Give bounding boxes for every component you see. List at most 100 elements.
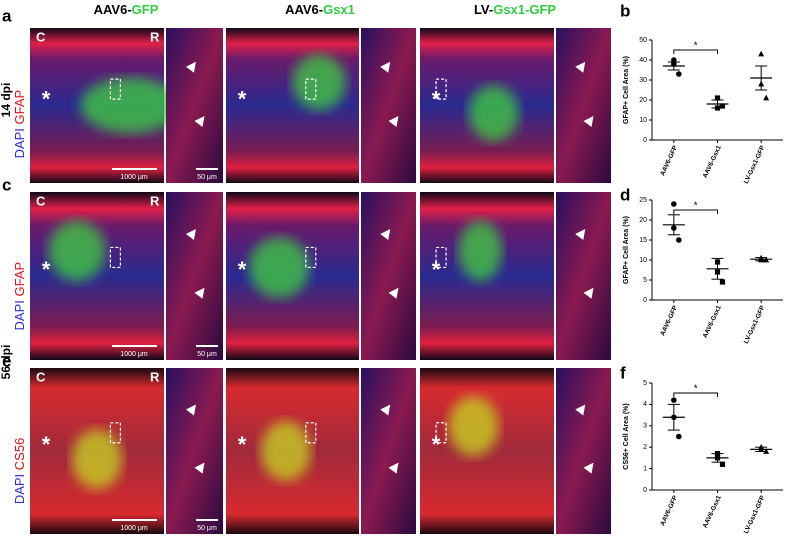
green-signal [458, 220, 502, 282]
tissue-image [226, 28, 359, 183]
lesion-marker: * [42, 432, 51, 457]
green-signal [468, 85, 519, 142]
stain-label: DAPI CS56 [12, 438, 27, 505]
x-tick-label: AAV6-GFP [659, 494, 679, 527]
stain-marker: GFAP [12, 262, 27, 297]
error-bar [667, 403, 680, 431]
arrowhead [185, 229, 196, 240]
column-header: LV-Gsx1-GFP [474, 2, 556, 17]
x-tick-label: LV-Gsx1-GFP [743, 304, 767, 345]
arrowhead [388, 116, 399, 127]
significance-bracket [673, 209, 718, 214]
y-tick-label: 40 [639, 57, 647, 64]
data-point [719, 103, 726, 109]
error-bar [755, 65, 768, 91]
zoom-image [361, 368, 416, 534]
data-point [676, 237, 682, 243]
panel-letter: d [620, 185, 630, 204]
y-tick-label: 10 [639, 117, 647, 124]
lesion-marker: * [432, 87, 441, 112]
error-bar [755, 446, 768, 452]
arrowhead [583, 287, 594, 299]
data-point [714, 95, 721, 101]
x-tick-label: AAV6-GFP [659, 144, 679, 177]
y-axis-label: GFAP+ Cell Area (%) [623, 56, 630, 124]
y-tick-label: 5 [643, 277, 647, 284]
x-tick-label: AAV6-Gsx1 [702, 494, 723, 529]
y-tick-label: 20 [639, 217, 647, 224]
arrowhead [583, 116, 594, 127]
orientation-c: C [36, 369, 46, 384]
lesion-marker: * [238, 87, 247, 112]
panel-letter: e [2, 351, 11, 370]
data-point [671, 57, 677, 63]
arrowhead [185, 404, 196, 416]
y-tick-label: 2 [643, 444, 647, 451]
zoom-image [166, 368, 223, 534]
y-tick-label: 15 [639, 237, 647, 244]
stain-label: DAPI GFAP [12, 90, 27, 159]
error-bar [667, 214, 680, 236]
zoom-image [361, 28, 416, 183]
orientation-r: R [150, 193, 160, 208]
arrowhead [380, 229, 391, 240]
y-tick-label: 1 [643, 465, 647, 472]
arrowhead [583, 462, 594, 474]
significance-label: * [694, 41, 698, 52]
zoom-image [556, 368, 611, 534]
x-tick-label: AAV6-GFP [659, 304, 679, 337]
zoom-image [556, 192, 611, 360]
stain-label: DAPI GFAP [12, 262, 27, 331]
x-tick-label: LV-Gsx1-GFP [743, 144, 767, 185]
error-bar [711, 257, 724, 280]
roi-box [305, 78, 317, 100]
roi-box [305, 422, 317, 444]
zoom-image [556, 28, 611, 183]
data-point [763, 94, 770, 101]
y-tick-label: 50 [639, 37, 647, 44]
lesion-marker: * [432, 257, 441, 282]
scale-bar-label: 50 μm [197, 174, 217, 181]
arrowhead [575, 61, 586, 73]
stain-marker: GFAP [12, 90, 27, 125]
panel-letter: a [2, 6, 12, 25]
timepoint: 14 dpi [0, 83, 13, 118]
data-point [676, 433, 682, 440]
lesion-marker: * [238, 257, 247, 282]
zoom-image [361, 192, 416, 360]
header-plain: AAV6- [94, 2, 132, 17]
scale-bar-label: 1000 μm [120, 174, 148, 181]
data-point [676, 71, 682, 77]
y-tick-label: 20 [639, 97, 647, 104]
scale-bar-label: 1000 μm [120, 351, 148, 358]
x-tick-label: AAV6-Gsx1 [702, 304, 723, 339]
scale-bar-label: 50 μm [197, 525, 217, 532]
timepoint: 56 dpi [0, 345, 13, 380]
arrowhead [575, 404, 586, 416]
green-signal [260, 421, 311, 481]
arrowhead [388, 462, 399, 474]
x-tick-label: AAV6-Gsx1 [702, 144, 723, 179]
error-bar [711, 99, 724, 109]
arrowhead [388, 287, 399, 299]
header-colored: Gsx1 [323, 2, 355, 17]
roi-box [109, 422, 122, 444]
arrowhead [380, 61, 391, 73]
significance-bracket [673, 392, 718, 397]
panel-letter: f [620, 363, 626, 382]
arrowhead [185, 61, 196, 73]
error-bar [755, 257, 768, 262]
lesion-marker: * [432, 432, 441, 457]
data-point [719, 461, 726, 467]
header-colored: GFP [132, 2, 159, 17]
scale-bar-label: 50 μm [197, 351, 217, 358]
data-point [671, 201, 677, 207]
green-signal [48, 220, 106, 282]
orientation-r: R [150, 29, 160, 44]
significance-bracket [673, 49, 718, 54]
panel-letter: c [2, 175, 11, 194]
roi-box [109, 78, 122, 100]
header-plain: AAV6- [285, 2, 323, 17]
arrowhead [194, 116, 205, 127]
